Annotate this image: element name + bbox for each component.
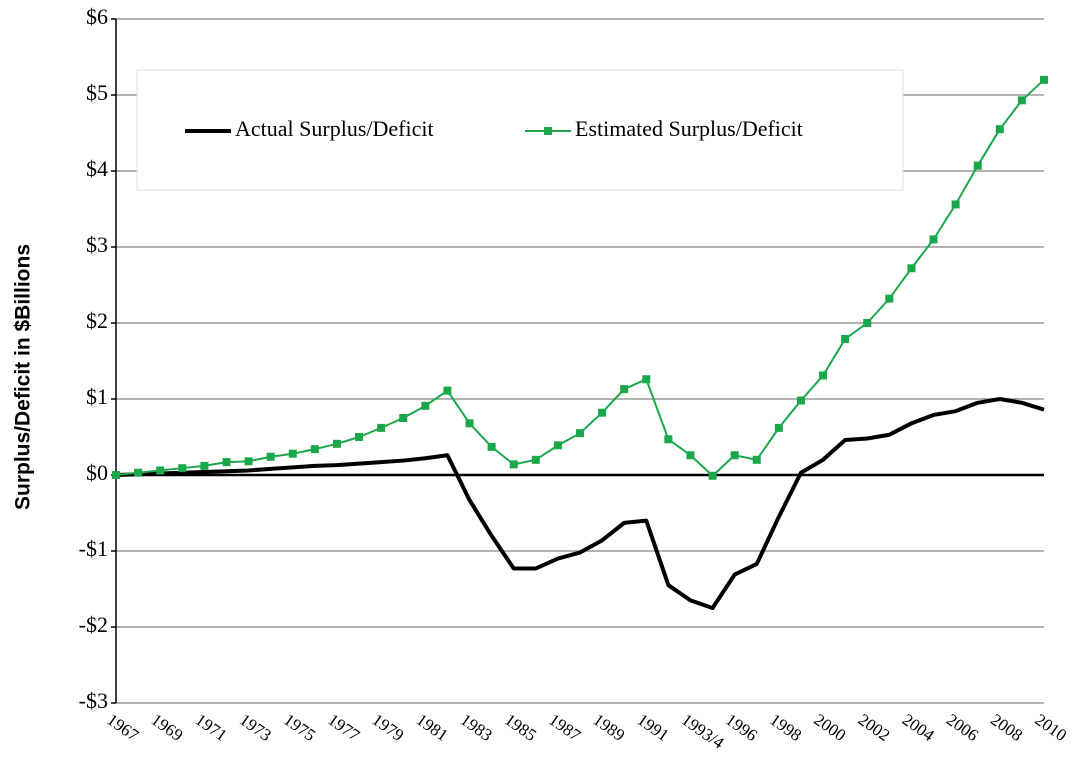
point	[951, 200, 960, 209]
legend-label: Estimated Surplus/Deficit	[575, 116, 803, 141]
x-tick-label: 1998	[766, 710, 805, 745]
point	[509, 460, 518, 469]
point	[1040, 75, 1048, 84]
y-tick-label: -$2	[79, 612, 108, 637]
y-tick-label: $4	[86, 156, 108, 181]
point	[310, 445, 319, 454]
point	[598, 408, 607, 417]
x-tick-label: 1991	[634, 710, 673, 745]
x-tick-label: 1975	[280, 710, 319, 745]
point	[995, 125, 1004, 134]
y-axis-label: Surplus/Deficit in $Billions	[12, 244, 35, 510]
point	[377, 423, 386, 432]
x-tick-label: 1987	[545, 710, 584, 745]
point	[686, 451, 695, 460]
x-tick-label: 2010	[1031, 710, 1070, 745]
x-tick-label: 1983	[457, 710, 496, 745]
x-tick-label: 1996	[722, 710, 761, 745]
point	[266, 452, 275, 461]
point	[929, 235, 938, 244]
point	[288, 449, 297, 458]
point	[576, 429, 584, 438]
x-tick-label: 1973	[236, 710, 275, 745]
x-tick-label: 1977	[324, 710, 363, 745]
y-tick-label: -$3	[79, 688, 108, 713]
point	[465, 419, 474, 428]
point	[178, 464, 187, 473]
point	[399, 414, 408, 422]
x-tick-label: 1979	[369, 710, 408, 745]
point	[553, 441, 562, 450]
point	[332, 439, 341, 448]
point	[487, 442, 496, 451]
x-tick-label: 2004	[899, 710, 938, 745]
x-tick-label: 2000	[811, 710, 850, 745]
point	[841, 334, 850, 343]
point	[907, 264, 916, 273]
x-tick-label: 2006	[943, 710, 982, 745]
y-tick-label: -$1	[79, 536, 108, 561]
x-tick-label: 1981	[413, 710, 452, 745]
x-tick-label: 1985	[501, 710, 540, 745]
y-tick-label: $6	[86, 4, 108, 29]
series-line	[115, 397, 1045, 610]
y-tick-label: $5	[86, 80, 108, 105]
legend-marker	[544, 127, 552, 135]
x-tick-label: 1989	[590, 710, 629, 745]
point	[730, 451, 739, 460]
point	[421, 401, 430, 410]
point	[443, 386, 452, 395]
y-tick-label: $2	[86, 308, 108, 333]
point	[885, 294, 894, 303]
legend-label: Actual Surplus/Deficit	[235, 116, 434, 141]
x-tick-label: 1993/4	[678, 710, 728, 753]
point	[222, 458, 231, 467]
point	[774, 423, 783, 432]
x-tick-label: 1969	[148, 710, 187, 745]
x-tick-label: 1967	[103, 710, 142, 745]
point	[642, 375, 651, 384]
point	[112, 471, 120, 479]
point	[531, 455, 540, 464]
point	[708, 471, 717, 480]
point	[156, 466, 165, 475]
legend-box	[136, 69, 904, 191]
x-tick-label: 2008	[987, 710, 1026, 745]
point	[244, 457, 253, 466]
y-tick-label: $0	[86, 460, 108, 485]
point	[664, 435, 673, 444]
point	[973, 161, 982, 170]
x-tick-label: 2002	[855, 710, 894, 745]
x-tick-label: 1971	[192, 710, 231, 745]
y-tick-label: $3	[86, 232, 108, 257]
point	[863, 319, 872, 327]
point	[355, 433, 364, 441]
point	[1017, 96, 1026, 105]
point	[752, 455, 761, 464]
point	[200, 461, 209, 470]
point	[620, 385, 629, 394]
point	[134, 468, 143, 477]
point	[796, 396, 805, 405]
y-tick-label: $1	[86, 384, 108, 409]
point	[819, 371, 828, 380]
